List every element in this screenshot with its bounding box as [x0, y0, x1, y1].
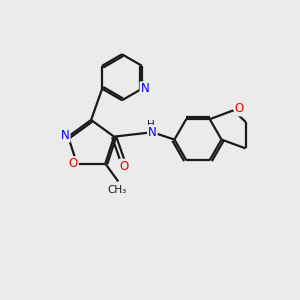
- Text: N: N: [140, 82, 149, 95]
- Text: H: H: [147, 120, 155, 130]
- Text: N: N: [148, 126, 157, 139]
- Text: O: O: [235, 102, 244, 116]
- Text: CH₃: CH₃: [107, 185, 126, 195]
- Text: N: N: [61, 129, 70, 142]
- Text: O: O: [69, 157, 78, 170]
- Text: O: O: [120, 160, 129, 172]
